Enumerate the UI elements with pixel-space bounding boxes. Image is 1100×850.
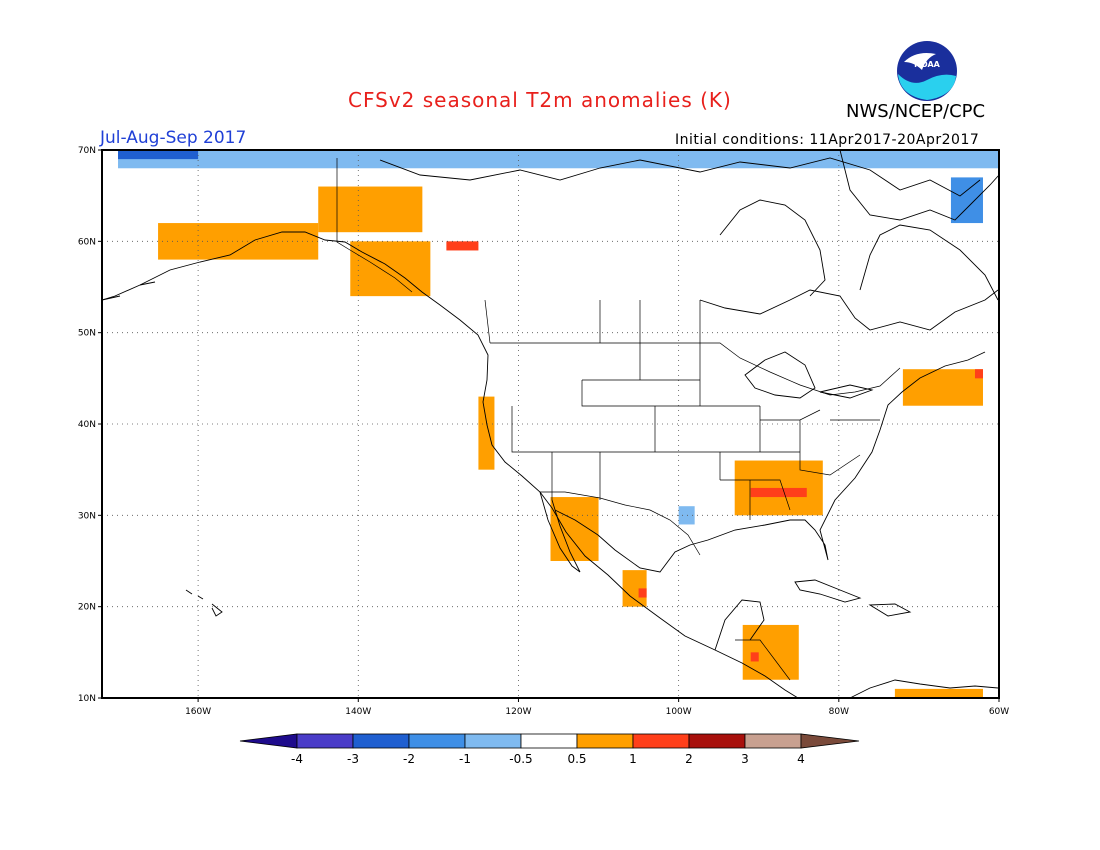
- colorbar-segment: [464, 733, 522, 749]
- longitude-labels: 160W 140W 120W 100W 80W 60W: [185, 698, 1009, 717]
- anomaly-region: [478, 396, 495, 470]
- coastline-gulf: [554, 351, 986, 573]
- anomaly-region: [550, 497, 599, 561]
- anomaly-region: [446, 241, 479, 251]
- coastline-hawaii: [185, 589, 223, 617]
- coastline-hispaniola: [868, 603, 912, 617]
- border-us-mexico: [540, 491, 701, 556]
- coastline-hudson: [699, 289, 999, 331]
- colorbar-segment: [352, 733, 410, 749]
- anomaly-region: [894, 688, 983, 698]
- coastline-north-america: [101, 231, 799, 699]
- colorbar-segment: [296, 733, 354, 749]
- noaa-logo-icon: NOAA: [897, 41, 957, 101]
- lon-tick-label: 120W: [505, 707, 531, 717]
- colorbar-segment: [576, 733, 634, 749]
- colorbar-label: -0.5: [509, 752, 532, 766]
- coastline-baja: [539, 491, 581, 573]
- season-label: Jul-Aug-Sep 2017: [100, 128, 247, 148]
- colorbar-label: 0.5: [567, 752, 586, 766]
- initial-conditions-label: Initial conditions: 11Apr2017-20Apr2017: [675, 132, 980, 148]
- colorbar-label: 2: [685, 752, 693, 766]
- colorbar: -4 -3 -2 -1 -0.5 0.5 1 2 3 4: [239, 733, 860, 766]
- coastline-labrador: [859, 224, 999, 301]
- colorbar-arrow-right: [800, 733, 860, 749]
- lon-tick-label: 80W: [829, 707, 849, 717]
- lon-tick-label: 100W: [666, 707, 692, 717]
- lat-tick-label: 60N: [78, 237, 96, 247]
- anomaly-region: [118, 150, 999, 169]
- coastline-south-america: [849, 679, 999, 699]
- anomaly-region: [678, 506, 695, 525]
- lat-tick-label: 30N: [78, 511, 96, 521]
- lat-tick-label: 10N: [78, 694, 96, 704]
- anomaly-region: [974, 369, 983, 379]
- anomaly-region: [318, 186, 423, 233]
- border-us-states: [511, 343, 880, 520]
- anomaly-region: [750, 652, 759, 662]
- lon-tick-label: 140W: [345, 707, 371, 717]
- colorbar-label: -4: [291, 752, 303, 766]
- colorbar-segment: [688, 733, 746, 749]
- coastline-hudson-bay: [719, 199, 826, 297]
- border-central-america: [735, 639, 791, 681]
- logo-text: NOAA: [914, 60, 940, 69]
- lat-tick-label: 70N: [78, 146, 96, 156]
- anomaly-region: [638, 588, 647, 598]
- colorbar-label: 3: [741, 752, 749, 766]
- coastline-yucatan: [714, 599, 765, 651]
- colorbar-segment: [520, 733, 578, 749]
- anomaly-region: [750, 487, 807, 498]
- colorbar-label: -3: [347, 752, 359, 766]
- anomaly-region: [902, 369, 983, 406]
- border-alaska-canada: [336, 158, 413, 293]
- anomaly-region: [118, 150, 199, 160]
- coastline-cuba: [794, 579, 862, 603]
- political-borders: [336, 158, 901, 681]
- coastline-greenland: [839, 149, 1000, 221]
- agency-label: NWS/NCEP/CPC: [846, 101, 986, 122]
- anomaly-cells: [118, 150, 999, 698]
- lon-tick-label: 60W: [989, 707, 1009, 717]
- page-title: CFSv2 seasonal T2m anomalies (K): [348, 88, 732, 112]
- colorbar-label: 4: [797, 752, 805, 766]
- coastlines: [101, 149, 1000, 699]
- lat-tick-label: 40N: [78, 420, 96, 430]
- lat-tick-label: 20N: [78, 603, 96, 613]
- colorbar-label: -2: [403, 752, 415, 766]
- border-canada-provinces: [484, 299, 701, 344]
- colorbar-segment: [632, 733, 690, 749]
- lat-tick-label: 50N: [78, 329, 96, 339]
- colorbar-label: 1: [629, 752, 637, 766]
- anomaly-region: [158, 223, 319, 260]
- latitude-labels: 70N 60N 50N 40N 30N 20N 10N: [78, 146, 102, 704]
- colorbar-label: -1: [459, 752, 471, 766]
- colorbar-segment: [744, 733, 802, 749]
- lon-tick-label: 160W: [185, 707, 211, 717]
- anomaly-region: [350, 241, 431, 297]
- anomaly-region: [950, 177, 983, 224]
- coastline-arctic-islands: [379, 157, 981, 197]
- colorbar-segment: [408, 733, 466, 749]
- colorbar-arrow-left: [239, 733, 298, 749]
- coastline-aleutians: [101, 281, 156, 301]
- coastline-great-lakes: [744, 351, 874, 399]
